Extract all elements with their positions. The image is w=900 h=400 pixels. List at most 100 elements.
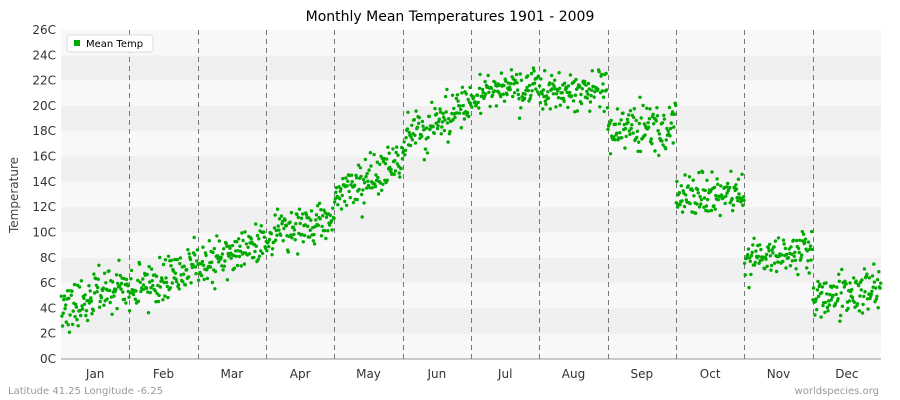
y-tick-label: 6C — [40, 276, 56, 290]
x-tick-label: Nov — [767, 367, 790, 381]
data-point — [286, 250, 290, 254]
data-point — [102, 271, 107, 275]
data-point — [554, 105, 558, 109]
data-point — [677, 191, 682, 195]
data-point — [838, 313, 843, 318]
data-point — [749, 272, 753, 277]
data-point — [436, 124, 440, 128]
data-point — [327, 223, 332, 227]
data-point — [493, 80, 497, 85]
data-point — [312, 242, 317, 246]
data-point — [67, 330, 72, 334]
data-point — [385, 178, 389, 182]
data-point — [741, 195, 746, 199]
data-point — [195, 248, 200, 252]
data-point — [546, 90, 550, 94]
data-point — [611, 135, 616, 139]
data-point — [519, 106, 523, 110]
data-point — [303, 223, 307, 227]
data-point — [661, 143, 665, 147]
data-point — [815, 288, 820, 292]
data-point — [514, 72, 519, 77]
data-point — [262, 235, 267, 239]
data-point — [726, 181, 730, 186]
data-point — [691, 178, 695, 182]
data-point — [326, 229, 330, 233]
data-point — [464, 92, 468, 96]
data-point — [861, 302, 865, 307]
data-point — [585, 96, 589, 100]
x-tick-label: Apr — [290, 367, 311, 381]
data-point — [806, 259, 810, 263]
data-point — [792, 254, 796, 258]
data-point — [356, 163, 361, 167]
data-point — [803, 240, 807, 245]
data-point — [210, 260, 214, 264]
data-point — [854, 279, 858, 283]
data-point — [852, 300, 857, 304]
data-point — [807, 271, 811, 275]
data-point — [148, 290, 152, 295]
data-point — [89, 296, 93, 300]
data-point — [680, 210, 685, 214]
data-point — [477, 86, 482, 91]
data-point — [62, 294, 67, 298]
y-axis-label: Temperature — [7, 157, 21, 234]
data-point — [60, 314, 64, 318]
data-point — [178, 261, 182, 266]
data-point — [434, 121, 438, 125]
data-point — [769, 263, 774, 268]
data-point — [296, 215, 300, 220]
data-point — [461, 103, 465, 108]
data-point — [786, 256, 791, 260]
data-point — [115, 306, 119, 311]
data-point — [844, 282, 848, 286]
data-point — [347, 189, 351, 194]
data-point — [321, 214, 325, 218]
data-point — [217, 260, 221, 264]
data-point — [820, 285, 825, 289]
data-point — [349, 173, 354, 177]
y-axis-ticks: 0C 2C 4C 6C 8C 10C 12C 14C 16C 18C 20C 22C 24C 26C — [32, 23, 56, 366]
data-point — [277, 228, 281, 232]
data-point — [344, 176, 348, 180]
data-point — [789, 245, 793, 249]
data-point — [76, 324, 80, 328]
data-point — [756, 254, 761, 259]
data-point — [805, 266, 809, 270]
data-point — [204, 253, 208, 258]
data-point — [253, 249, 257, 254]
data-point — [702, 205, 706, 209]
data-point — [306, 224, 310, 228]
data-point — [217, 239, 221, 243]
data-point — [796, 246, 801, 251]
data-point — [742, 261, 747, 265]
data-point — [259, 224, 263, 228]
data-point — [393, 159, 397, 163]
data-point — [224, 241, 228, 246]
data-point — [77, 285, 82, 289]
data-point — [814, 297, 818, 301]
data-point — [334, 190, 338, 194]
data-point — [531, 66, 536, 70]
data-point — [662, 113, 666, 118]
data-point — [309, 218, 313, 222]
data-point — [808, 244, 813, 248]
data-point — [768, 242, 772, 246]
data-point — [752, 236, 756, 240]
data-point — [655, 114, 660, 118]
data-point — [723, 201, 727, 206]
data-point — [674, 103, 678, 108]
data-point — [627, 129, 631, 133]
data-point — [304, 213, 309, 217]
data-point — [563, 81, 567, 85]
data-point — [494, 104, 499, 108]
data-point — [121, 290, 125, 294]
data-point — [838, 319, 842, 323]
data-point — [465, 111, 470, 115]
data-point — [63, 303, 68, 307]
data-point — [131, 292, 136, 297]
data-point — [446, 140, 450, 144]
data-point — [292, 228, 297, 232]
data-point — [336, 203, 340, 207]
